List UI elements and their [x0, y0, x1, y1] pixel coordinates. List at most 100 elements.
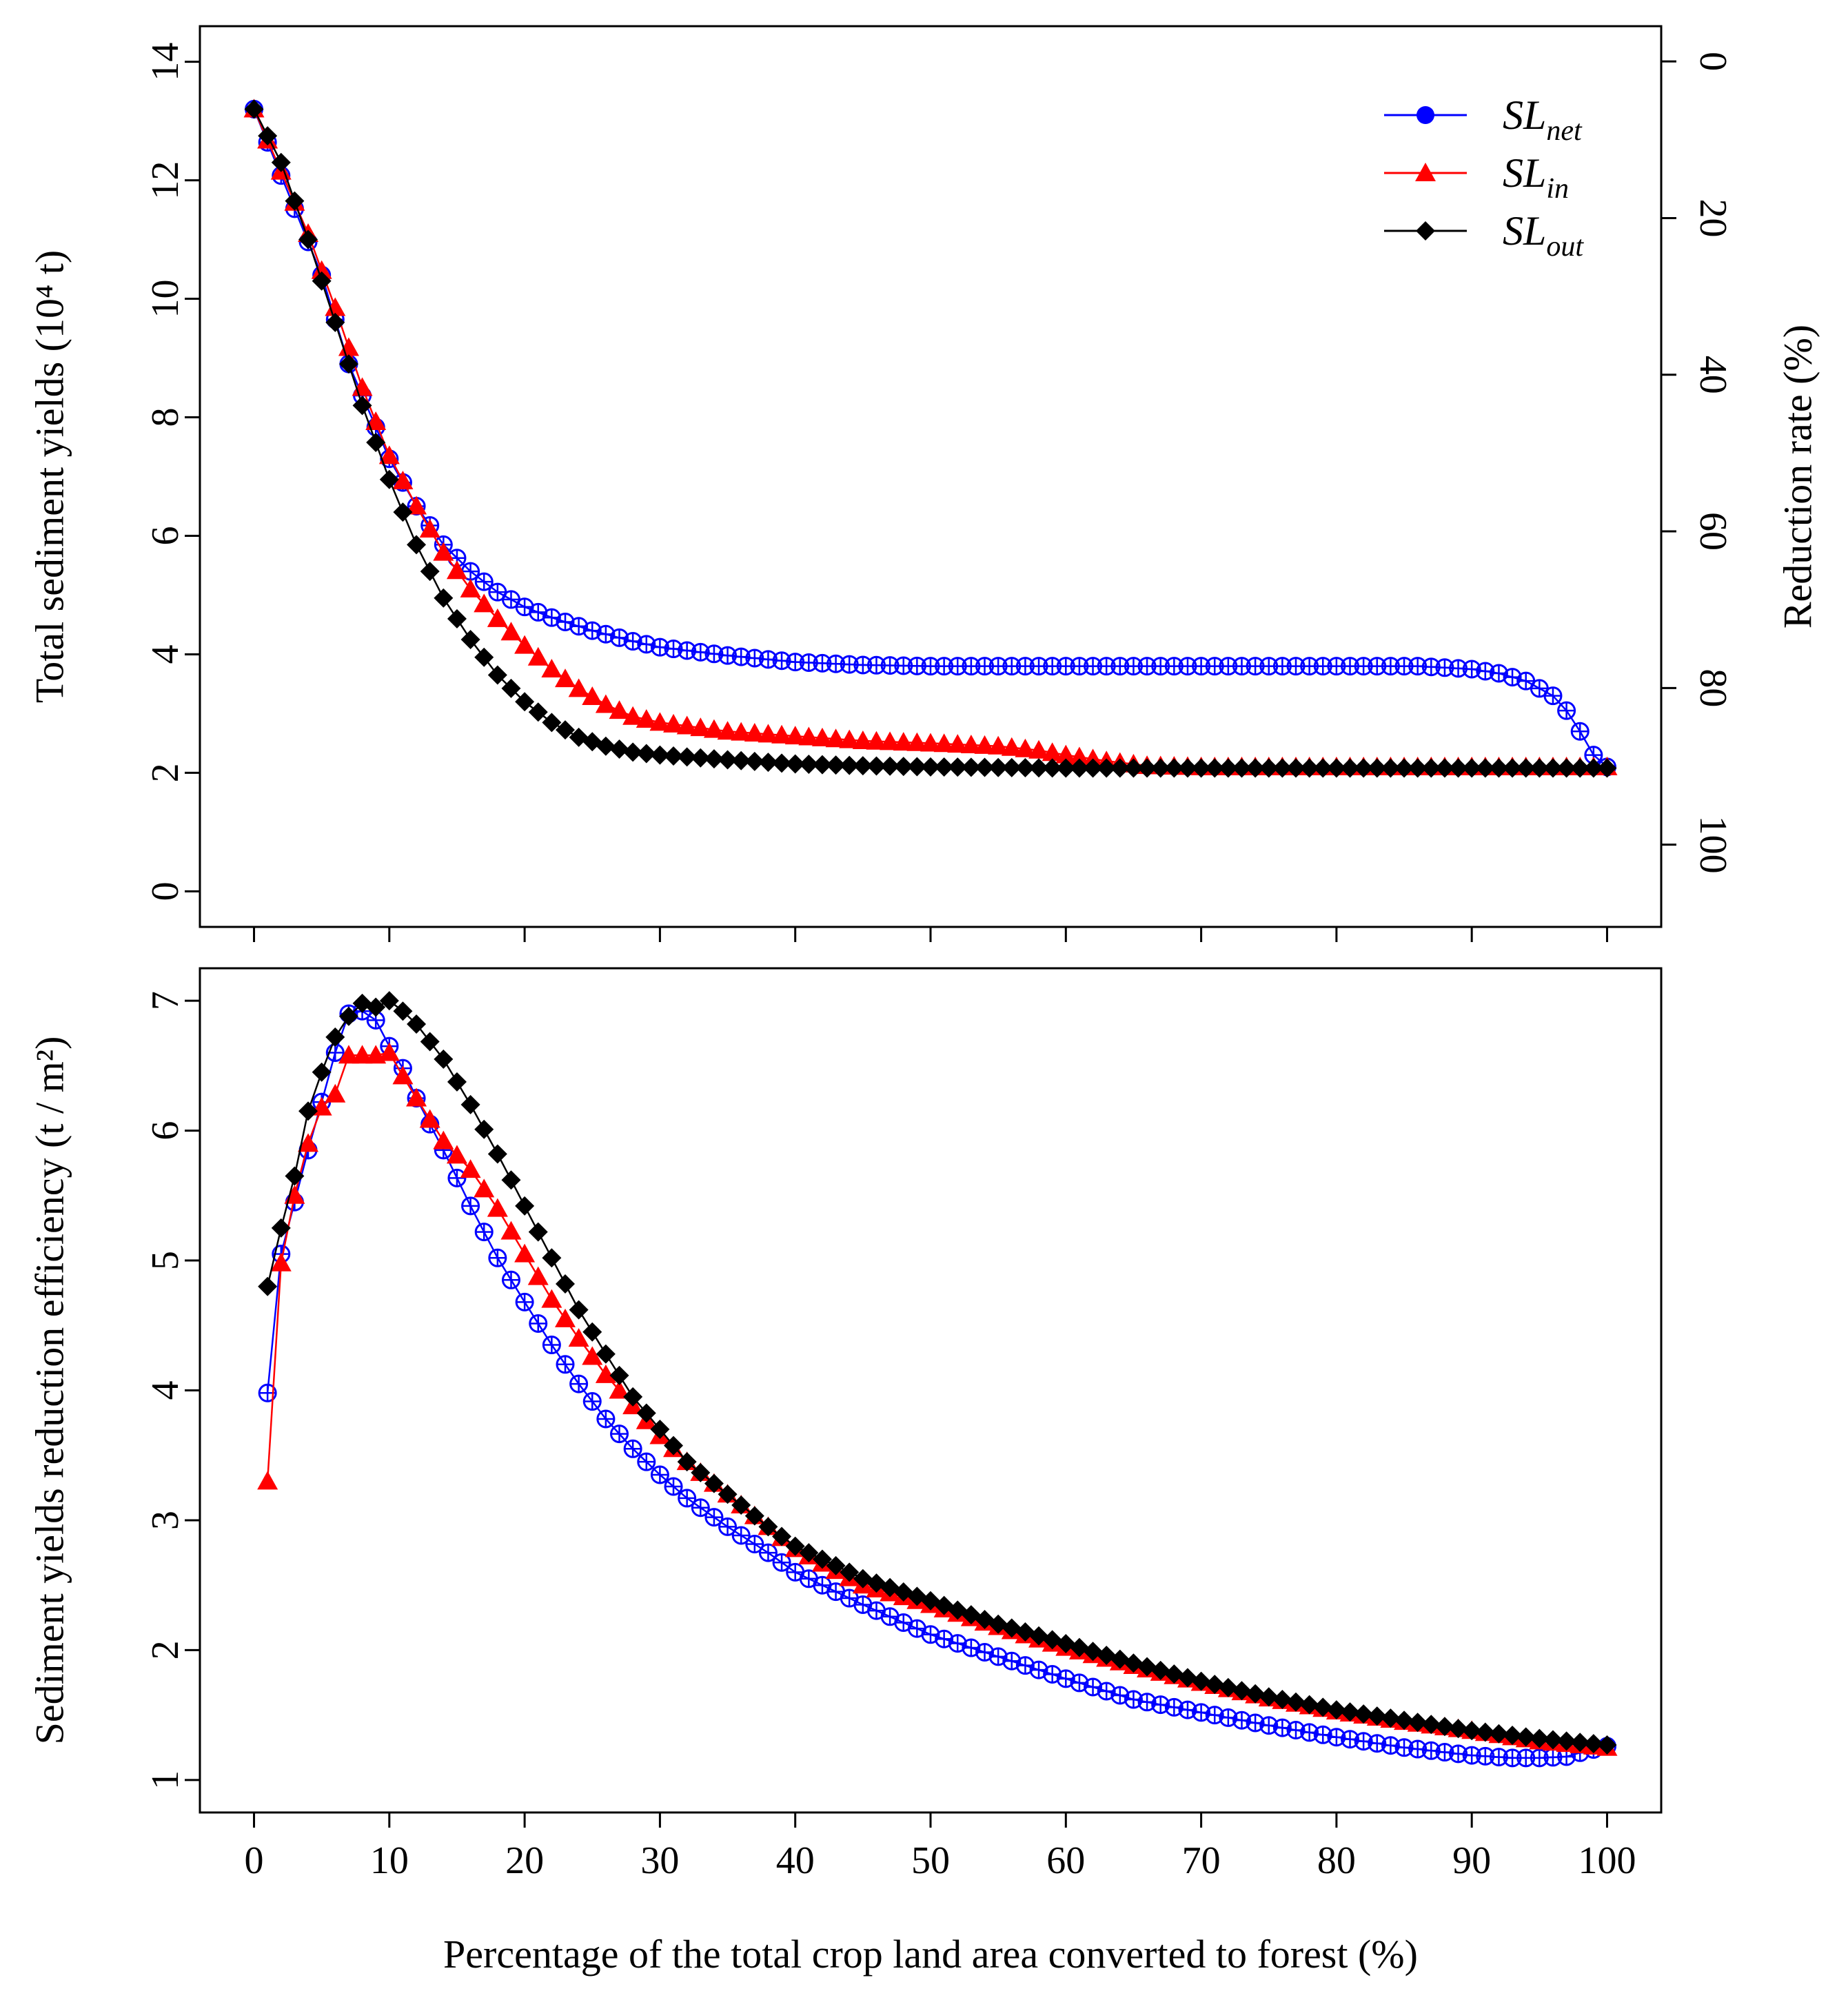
- marker-SL_out: [258, 126, 278, 146]
- marker-SL_out: [460, 1094, 480, 1114]
- marker-SL_out: [1299, 758, 1319, 778]
- marker-SL_in: [1015, 738, 1036, 757]
- marker-SL_in: [609, 1380, 630, 1399]
- marker-SL_net: [610, 1424, 629, 1444]
- marker-SL_out: [1530, 758, 1550, 778]
- marker-SL_out: [1069, 758, 1089, 778]
- marker-SL_out: [501, 1170, 521, 1190]
- marker-SL_out: [1489, 1724, 1509, 1744]
- marker-SL_out: [366, 433, 386, 453]
- marker-SL_in: [825, 728, 846, 748]
- marker-SL_out: [1272, 758, 1292, 778]
- marker-SL_out: [609, 739, 629, 759]
- marker-SL_net: [569, 1374, 589, 1393]
- marker-SL_out: [420, 562, 440, 582]
- marker-SL_out: [393, 502, 413, 522]
- y-tick-label: 1: [144, 1770, 187, 1790]
- y2-tick-label: 20: [1692, 198, 1734, 237]
- legend-item-SL_net: SLnet: [1384, 92, 1583, 147]
- marker-SL_out: [338, 354, 358, 374]
- y-tick-label: 6: [144, 1121, 187, 1141]
- marker-SL_net: [515, 1292, 534, 1311]
- marker-SL_out: [528, 702, 548, 722]
- marker-SL_net: [704, 1508, 724, 1527]
- marker-SL_in: [527, 1266, 549, 1285]
- y-tick-label: 4: [144, 1381, 187, 1400]
- x-tick-label: 40: [776, 1839, 815, 1882]
- marker-SL_net: [474, 572, 494, 591]
- x-tick-label: 60: [1046, 1839, 1085, 1882]
- marker-SL_in: [419, 1109, 440, 1128]
- marker-SL_in: [555, 668, 576, 688]
- marker-SL_net: [731, 1526, 751, 1545]
- marker-SL_out: [379, 469, 399, 489]
- marker-SL_out: [1246, 1684, 1266, 1704]
- marker-SL_out: [704, 749, 724, 769]
- marker-SL_out: [907, 757, 927, 777]
- marker-SL_net: [461, 1196, 480, 1216]
- marker-SL_out: [812, 1549, 832, 1569]
- marker-SL_out: [1218, 758, 1238, 778]
- marker-SL_net: [623, 1439, 642, 1458]
- marker-SL_net: [1110, 1686, 1130, 1705]
- marker-SL_in: [744, 722, 765, 742]
- marker-SL_out: [636, 1403, 656, 1423]
- marker-SL_out: [434, 588, 454, 608]
- marker-SL_out: [1543, 1730, 1563, 1750]
- y-tick-label: 12: [144, 161, 187, 200]
- marker-SL_in: [514, 635, 536, 654]
- marker-SL_out: [1259, 758, 1279, 778]
- marker-SL_out: [474, 1119, 494, 1139]
- marker-SL_in: [460, 1159, 481, 1178]
- marker-SL_out: [1042, 758, 1062, 778]
- marker-SL_out: [1516, 1727, 1536, 1747]
- y-tick-label: 14: [144, 43, 187, 81]
- marker-SL_out: [1503, 758, 1523, 778]
- marker-SL_out: [1570, 1733, 1590, 1753]
- x-axis-label: Percentage of the total crop land area c…: [443, 1932, 1418, 1977]
- marker-SL_out: [1015, 758, 1035, 778]
- marker-SL_out: [1340, 1702, 1360, 1722]
- marker-SL_in: [433, 1130, 454, 1150]
- marker-SL_net: [772, 1553, 791, 1572]
- x-tick-label: 90: [1452, 1839, 1491, 1882]
- marker-SL_in: [609, 700, 630, 719]
- marker-SL_net: [745, 1535, 764, 1554]
- marker-SL_net: [596, 1409, 616, 1429]
- marker-SL_in: [338, 337, 359, 356]
- marker-SL_out: [744, 1506, 764, 1526]
- x-tick-label: 80: [1317, 1839, 1356, 1882]
- series-SL_out: [258, 991, 1617, 1755]
- marker-SL_out: [636, 744, 656, 764]
- marker-SL_in: [1068, 746, 1090, 766]
- marker-SL_out: [785, 754, 805, 774]
- marker-SL_in: [460, 578, 481, 597]
- marker-SL_in: [500, 1220, 522, 1240]
- marker-SL_out: [961, 757, 981, 777]
- marker-SL_out: [1326, 1700, 1346, 1720]
- marker-SL_in: [487, 1198, 508, 1217]
- marker-SL_in: [325, 1083, 346, 1103]
- marker-SL_in: [582, 686, 603, 705]
- marker-SL_out: [528, 1222, 548, 1242]
- marker-SL_in: [622, 706, 644, 725]
- legend-label: SLnet: [1503, 92, 1583, 147]
- marker-SL_out: [1110, 758, 1130, 778]
- marker-SL_out: [1272, 1690, 1292, 1710]
- legend-label: SLout: [1503, 208, 1584, 263]
- marker-SL_in: [474, 593, 495, 613]
- x-tick-label: 0: [245, 1839, 264, 1882]
- marker-SL_in: [784, 726, 806, 745]
- marker-SL_in: [338, 1045, 359, 1064]
- marker-SL_in: [527, 646, 549, 666]
- x-tick-label: 30: [640, 1839, 679, 1882]
- marker-SL_in: [595, 1364, 616, 1383]
- marker-SL_in: [1082, 748, 1104, 768]
- marker-SL_in: [974, 735, 995, 754]
- marker-SL_out: [664, 1436, 684, 1455]
- marker-SL_out: [515, 692, 535, 712]
- marker-SL_in: [500, 622, 522, 641]
- marker-SL_in: [406, 1087, 427, 1107]
- marker-SL_out: [893, 757, 913, 777]
- marker-SL_out: [420, 1032, 440, 1052]
